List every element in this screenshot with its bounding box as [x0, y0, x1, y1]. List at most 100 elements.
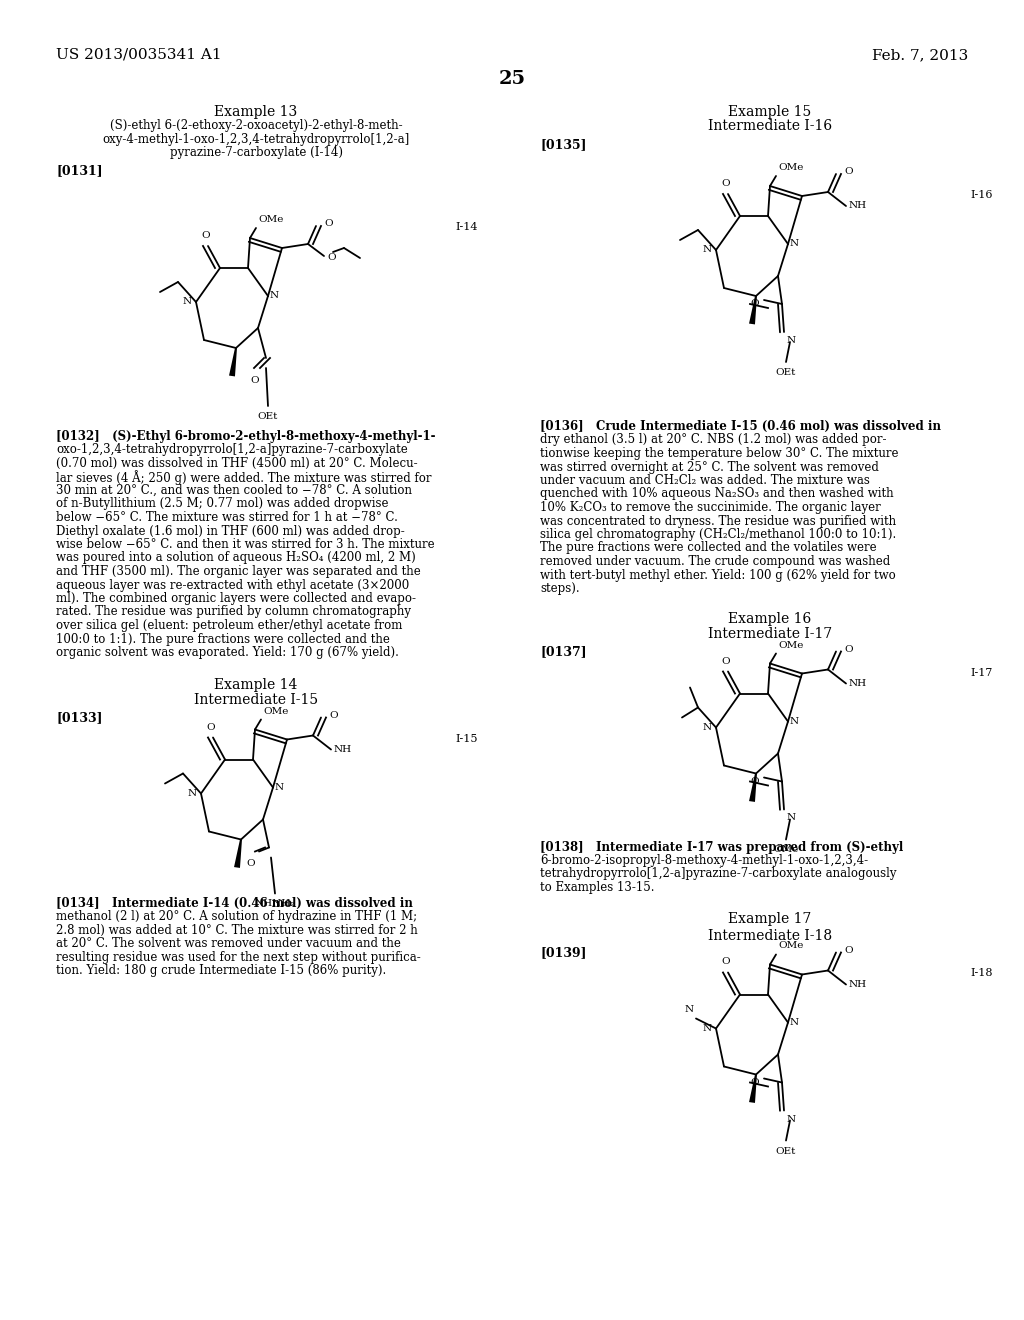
Text: NH: NH [849, 202, 867, 210]
Text: Intermediate I-15: Intermediate I-15 [194, 693, 318, 708]
Text: O: O [324, 219, 333, 228]
Text: N: N [790, 239, 799, 248]
Text: [0134]   Intermediate I-14 (0.46 mol) was dissolved in: [0134] Intermediate I-14 (0.46 mol) was … [56, 896, 413, 909]
Text: OMe: OMe [778, 640, 804, 649]
Text: tetrahydropyrrolo[1,2-a]pyrazine-7-carboxylate analogously: tetrahydropyrrolo[1,2-a]pyrazine-7-carbo… [540, 867, 896, 880]
Text: aqueous layer was re-extracted with ethyl acetate (3×2000: aqueous layer was re-extracted with ethy… [56, 578, 410, 591]
Text: N: N [790, 717, 799, 726]
Text: Intermediate I-16: Intermediate I-16 [708, 119, 833, 133]
Polygon shape [229, 348, 237, 376]
Text: O: O [722, 656, 730, 665]
Text: N: N [787, 337, 796, 345]
Polygon shape [234, 840, 242, 869]
Text: organic solvent was evaporated. Yield: 170 g (67% yield).: organic solvent was evaporated. Yield: 1… [56, 645, 399, 659]
Text: O: O [329, 711, 338, 719]
Text: OMe: OMe [263, 706, 289, 715]
Text: N: N [702, 723, 712, 733]
Text: O: O [722, 180, 730, 187]
Text: O: O [247, 859, 255, 869]
Text: quenched with 10% aqueous Na₂SO₃ and then washed with: quenched with 10% aqueous Na₂SO₃ and the… [540, 487, 894, 500]
Text: OEt: OEt [258, 412, 279, 421]
Text: silica gel chromatography (CH₂Cl₂/methanol 100:0 to 10:1).: silica gel chromatography (CH₂Cl₂/methan… [540, 528, 896, 541]
Text: and THF (3500 ml). The organic layer was separated and the: and THF (3500 ml). The organic layer was… [56, 565, 421, 578]
Text: O: O [202, 231, 210, 240]
Text: O: O [722, 957, 730, 966]
Text: N: N [275, 783, 284, 792]
Text: O: O [207, 722, 215, 731]
Text: N: N [187, 789, 197, 799]
Text: O: O [751, 1078, 759, 1086]
Text: OEt: OEt [776, 368, 797, 378]
Text: oxy-4-methyl-1-oxo-1,2,3,4-tetrahydropyrrolo[1,2-a]: oxy-4-methyl-1-oxo-1,2,3,4-tetrahydropyr… [102, 132, 410, 145]
Text: to Examples 13-15.: to Examples 13-15. [540, 880, 654, 894]
Text: over silica gel (eluent: petroleum ether/ethyl acetate from: over silica gel (eluent: petroleum ether… [56, 619, 402, 632]
Text: Feb. 7, 2013: Feb. 7, 2013 [871, 48, 968, 62]
Text: Intermediate I-17: Intermediate I-17 [708, 627, 833, 642]
Text: 6-bromo-2-isopropyl-8-methoxy-4-methyl-1-oxo-1,2,3,4-: 6-bromo-2-isopropyl-8-methoxy-4-methyl-1… [540, 854, 868, 867]
Text: resulting residue was used for the next step without purifica-: resulting residue was used for the next … [56, 950, 421, 964]
Text: [0133]: [0133] [56, 711, 102, 725]
Text: The pure fractions were collected and the volatiles were: The pure fractions were collected and th… [540, 541, 877, 554]
Text: I-16: I-16 [970, 190, 992, 201]
Text: O: O [844, 946, 853, 954]
Text: N: N [702, 1024, 712, 1034]
Text: of n-Butyllithium (2.5 M; 0.77 mol) was added dropwise: of n-Butyllithium (2.5 M; 0.77 mol) was … [56, 498, 388, 511]
Text: I-17: I-17 [970, 668, 992, 677]
Text: [0136]   Crude Intermediate I-15 (0.46 mol) was dissolved in: [0136] Crude Intermediate I-15 (0.46 mol… [540, 420, 941, 433]
Text: Example 14: Example 14 [214, 677, 298, 692]
Text: US 2013/0035341 A1: US 2013/0035341 A1 [56, 48, 221, 62]
Polygon shape [749, 296, 757, 325]
Text: OEt: OEt [776, 1147, 797, 1155]
Text: was poured into a solution of aqueous H₂SO₄ (4200 ml, 2 M): was poured into a solution of aqueous H₂… [56, 552, 416, 565]
Text: Example 16: Example 16 [728, 611, 812, 626]
Text: NHNH₂: NHNH₂ [255, 899, 295, 908]
Text: [0132]   (S)-Ethyl 6-bromo-2-ethyl-8-methoxy-4-methyl-1-: [0132] (S)-Ethyl 6-bromo-2-ethyl-8-metho… [56, 430, 435, 444]
Text: [0131]: [0131] [56, 164, 102, 177]
Text: [0138]   Intermediate I-17 was prepared from (S)-ethyl: [0138] Intermediate I-17 was prepared fr… [540, 841, 903, 854]
Text: steps).: steps). [540, 582, 580, 595]
Polygon shape [749, 1074, 757, 1104]
Text: OMe: OMe [778, 162, 804, 172]
Text: 25: 25 [499, 70, 525, 88]
Text: Diethyl oxalate (1.6 mol) in THF (600 ml) was added drop-: Diethyl oxalate (1.6 mol) in THF (600 ml… [56, 524, 404, 537]
Text: O: O [751, 300, 759, 309]
Text: ml). The combined organic layers were collected and evapo-: ml). The combined organic layers were co… [56, 591, 416, 605]
Text: N: N [787, 1114, 796, 1123]
Text: lar sieves (4 Å; 250 g) were added. The mixture was stirred for: lar sieves (4 Å; 250 g) were added. The … [56, 470, 431, 486]
Text: 2.8 mol) was added at 10° C. The mixture was stirred for 2 h: 2.8 mol) was added at 10° C. The mixture… [56, 924, 418, 936]
Text: 30 min at 20° C., and was then cooled to −78° C. A solution: 30 min at 20° C., and was then cooled to… [56, 484, 412, 498]
Text: N: N [270, 292, 280, 301]
Text: I-15: I-15 [455, 734, 477, 743]
Text: O: O [327, 253, 336, 263]
Text: dry ethanol (3.5 l) at 20° C. NBS (1.2 mol) was added por-: dry ethanol (3.5 l) at 20° C. NBS (1.2 m… [540, 433, 887, 446]
Text: tion. Yield: 180 g crude Intermediate I-15 (86% purity).: tion. Yield: 180 g crude Intermediate I-… [56, 964, 386, 977]
Text: NH: NH [334, 744, 352, 754]
Text: N: N [685, 1006, 694, 1015]
Text: (S)-ethyl 6-(2-ethoxy-2-oxoacetyl)-2-ethyl-8-meth-: (S)-ethyl 6-(2-ethoxy-2-oxoacetyl)-2-eth… [110, 119, 402, 132]
Text: oxo-1,2,3,4-tetrahydropyrrolo[1,2-a]pyrazine-7-carboxylate: oxo-1,2,3,4-tetrahydropyrrolo[1,2-a]pyra… [56, 444, 408, 457]
Text: I-14: I-14 [455, 222, 477, 232]
Text: [0139]: [0139] [540, 946, 587, 960]
Text: OMe: OMe [778, 941, 804, 950]
Text: rated. The residue was purified by column chromatography: rated. The residue was purified by colum… [56, 606, 411, 619]
Text: Example 13: Example 13 [214, 106, 298, 119]
Text: N: N [183, 297, 193, 306]
Text: was concentrated to dryness. The residue was purified with: was concentrated to dryness. The residue… [540, 515, 896, 528]
Text: NH: NH [849, 979, 867, 989]
Text: Example 15: Example 15 [728, 106, 812, 119]
Text: [0135]: [0135] [540, 139, 587, 150]
Text: methanol (2 l) at 20° C. A solution of hydrazine in THF (1 M;: methanol (2 l) at 20° C. A solution of h… [56, 909, 417, 923]
Text: N: N [787, 813, 796, 822]
Text: below −65° C. The mixture was stirred for 1 h at −78° C.: below −65° C. The mixture was stirred fo… [56, 511, 398, 524]
Polygon shape [749, 774, 757, 803]
Text: O: O [251, 376, 259, 385]
Text: wise below −65° C. and then it was stirred for 3 h. The mixture: wise below −65° C. and then it was stirr… [56, 539, 434, 550]
Text: 100:0 to 1:1). The pure fractions were collected and the: 100:0 to 1:1). The pure fractions were c… [56, 632, 390, 645]
Text: O: O [844, 168, 853, 177]
Text: N: N [790, 1018, 799, 1027]
Text: at 20° C. The solvent was removed under vacuum and the: at 20° C. The solvent was removed under … [56, 937, 400, 950]
Text: Example 17: Example 17 [728, 912, 812, 927]
Text: OMe: OMe [773, 846, 799, 854]
Text: was stirred overnight at 25° C. The solvent was removed: was stirred overnight at 25° C. The solv… [540, 461, 879, 474]
Text: pyrazine-7-carboxylate (I-14): pyrazine-7-carboxylate (I-14) [170, 147, 342, 158]
